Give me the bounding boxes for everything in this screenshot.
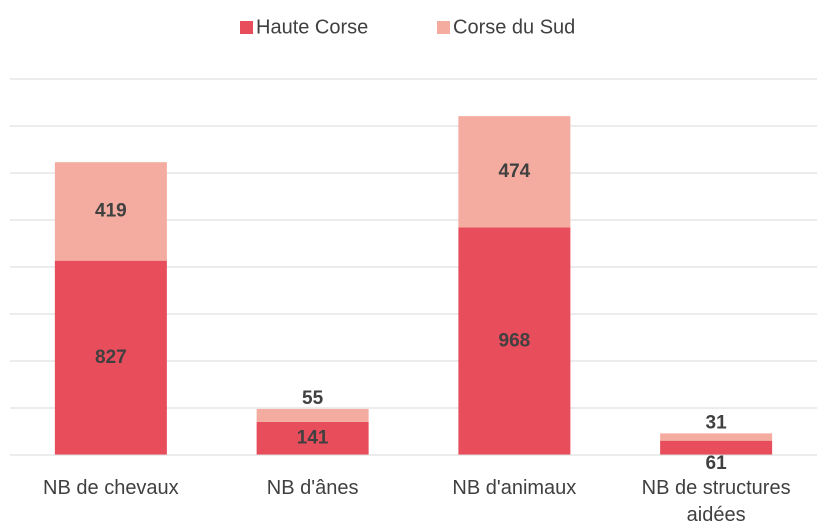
- data-label: 474: [499, 161, 531, 182]
- legend-swatch: [240, 21, 253, 34]
- data-label: 61: [706, 453, 728, 474]
- bar-segment: [458, 227, 571, 455]
- data-label: 827: [95, 347, 127, 368]
- bar-segment: [458, 116, 571, 228]
- bar-segment: [54, 260, 167, 455]
- legend-swatch: [437, 21, 450, 34]
- x-tick-label: NB d'ânes: [266, 477, 359, 499]
- x-tick-label: NB de chevaux: [43, 477, 179, 499]
- bar-segment: [54, 162, 167, 261]
- x-tick-label: NB de structures aidées: [641, 477, 791, 525]
- x-tick-label: NB d'animaux: [452, 477, 577, 499]
- legend-label: Corse du Sud: [453, 16, 575, 38]
- bar-segment: [660, 440, 773, 455]
- bar-segment: [256, 421, 369, 455]
- data-label: 55: [302, 388, 324, 409]
- data-label: 419: [95, 200, 127, 221]
- bar-segment: [660, 433, 773, 441]
- legend-label: Haute Corse: [256, 16, 368, 38]
- data-label: 141: [297, 427, 329, 448]
- data-label: 968: [499, 330, 531, 351]
- data-label: 31: [706, 412, 728, 433]
- bar-segment: [256, 408, 369, 422]
